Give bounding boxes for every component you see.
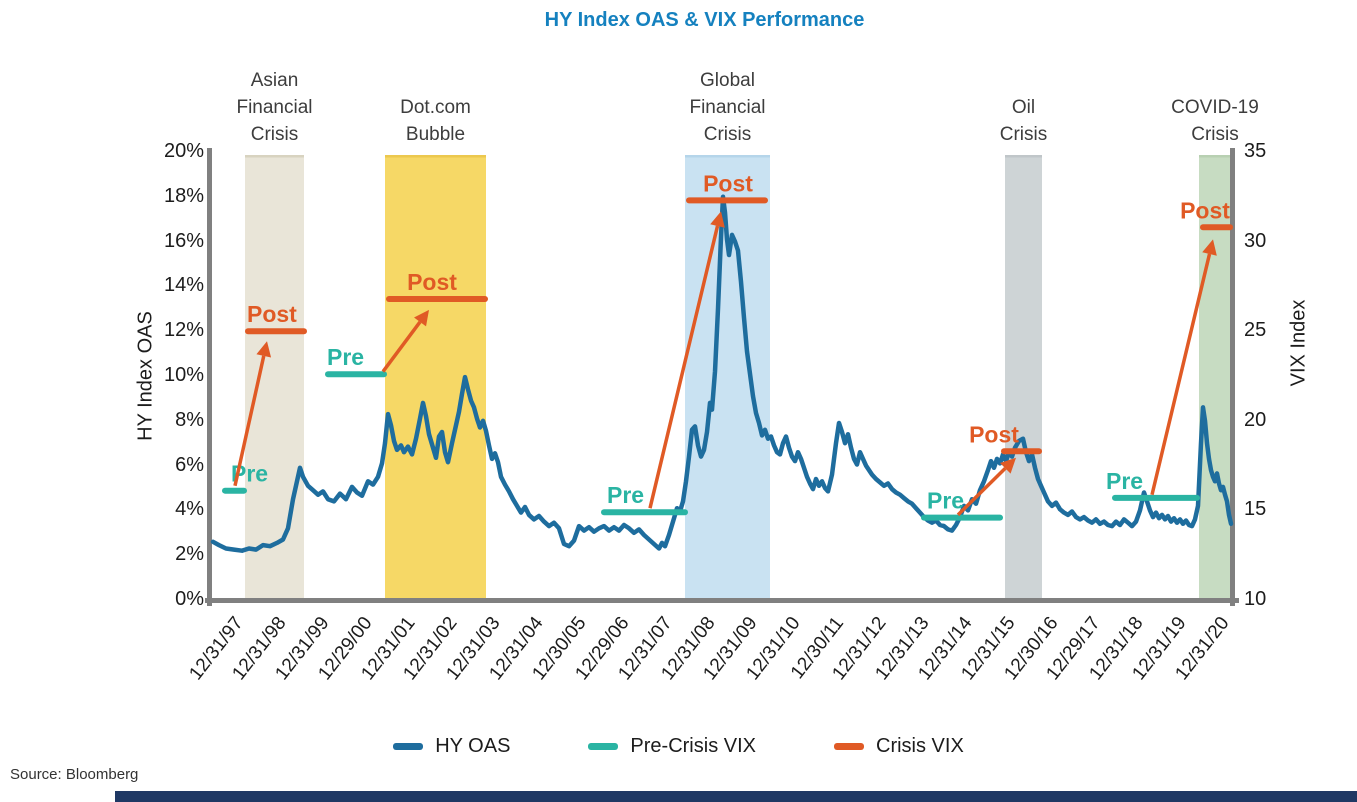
crisis-band-edge-dotcom: [385, 155, 486, 158]
crisis-arrow-covid: [1150, 253, 1212, 496]
crisis-name-dotcom: Dot.com Bubble: [400, 97, 471, 145]
crisis-arrowhead-gfc: [710, 211, 725, 228]
legend-swatch: [834, 743, 864, 750]
left-tick-6%: 6%: [175, 453, 204, 476]
left-tick-0%: 0%: [175, 588, 204, 610]
crisis-arrowhead-oil: [1000, 457, 1016, 474]
crisis-band-edge-covid: [1199, 155, 1231, 158]
crisis-arrow-dotcom: [381, 320, 422, 373]
crisis-arrow-oil: [956, 467, 1007, 517]
pre-label-dotcom: Pre: [327, 344, 364, 370]
legend-label: Pre-Crisis VIX: [630, 735, 756, 757]
crisis-band-edge-asian: [245, 155, 304, 158]
crisis-band-oil: [1005, 155, 1042, 600]
right-tick-10: 10: [1244, 588, 1267, 610]
left-tick-10%: 10%: [163, 364, 204, 386]
crisis-arrowhead-covid: [1202, 239, 1217, 256]
source-note: Source: Bloomberg: [10, 766, 139, 783]
bottom-axis-line: [205, 598, 1239, 603]
left-tick-20%: 20%: [163, 140, 204, 162]
post-vix-bar-asian: [245, 328, 307, 335]
post-vix-bar-gfc: [686, 197, 768, 204]
crisis-band-dotcom: [385, 155, 486, 600]
left-tick-18%: 18%: [163, 184, 204, 207]
pre-vix-bar-asian: [222, 487, 247, 494]
post-label-gfc: Post: [703, 170, 753, 196]
crisis-band-edge-gfc: [685, 155, 770, 158]
legend-label: Crisis VIX: [876, 735, 964, 757]
page-title: HY Index OAS & VIX Performance: [544, 9, 865, 31]
left-tick-12%: 12%: [163, 319, 204, 342]
right-tick-35: 35: [1244, 140, 1267, 162]
pre-vix-bar-covid: [1112, 494, 1200, 501]
legend-label: HY OAS: [435, 735, 511, 757]
post-label-covid: Post: [1180, 197, 1230, 223]
post-vix-bar-oil: [1001, 448, 1042, 455]
pre-vix-bar-gfc: [601, 509, 688, 516]
hy-oas-line: [210, 194, 1234, 553]
left-axis-line: [207, 148, 212, 606]
crisis-arrow-gfc: [648, 225, 720, 509]
post-label-asian: Post: [247, 301, 297, 327]
crisis-name-covid: COVID-19 Crisis: [1171, 97, 1259, 145]
left-tick-2%: 2%: [175, 543, 204, 566]
right-axis-line: [1230, 148, 1235, 606]
crisis-name-gfc: Global Financial Crisis: [689, 70, 766, 145]
crisis-band-edge-oil: [1005, 155, 1042, 158]
crisis-name-oil: Oil Crisis: [999, 97, 1048, 145]
legend-item-pre-crisis-vix: Pre-Crisis VIX: [588, 735, 756, 758]
right-axis-title: VIX Index: [1287, 299, 1310, 387]
pre-label-gfc: Pre: [607, 482, 644, 508]
crisis-arrowhead-asian: [256, 341, 272, 358]
pre-vix-bar-oil: [921, 514, 1003, 521]
pre-vix-bar-dotcom: [325, 371, 387, 378]
pre-label-covid: Pre: [1106, 468, 1143, 494]
legend: HY OAS Pre-Crisis VIX Crisis VIX: [0, 735, 1357, 758]
left-tick-14%: 14%: [163, 274, 204, 297]
left-tick-16%: 16%: [163, 229, 204, 252]
post-label-oil: Post: [969, 421, 1019, 447]
legend-swatch: [393, 743, 424, 750]
crisis-arrowhead-dotcom: [414, 309, 429, 327]
right-tick-30: 30: [1244, 229, 1267, 252]
post-label-dotcom: Post: [407, 269, 457, 295]
left-tick-4%: 4%: [175, 498, 204, 521]
right-tick-15: 15: [1244, 498, 1267, 521]
legend-item-hy-oas: HY OAS: [393, 735, 510, 758]
right-tick-25: 25: [1244, 319, 1267, 342]
pre-label-oil: Pre: [927, 488, 964, 514]
left-tick-8%: 8%: [175, 408, 204, 431]
crisis-arrow-asian: [233, 355, 266, 487]
crisis-band-asian: [245, 155, 304, 600]
right-tick-20: 20: [1244, 408, 1267, 431]
crisis-name-asian: Asian Financial Crisis: [236, 70, 313, 145]
post-vix-bar-covid: [1200, 224, 1233, 231]
post-vix-bar-dotcom: [386, 295, 488, 302]
legend-item-crisis-vix: Crisis VIX: [834, 735, 964, 758]
legend-swatch: [588, 743, 619, 750]
footer-bar: [115, 791, 1357, 802]
